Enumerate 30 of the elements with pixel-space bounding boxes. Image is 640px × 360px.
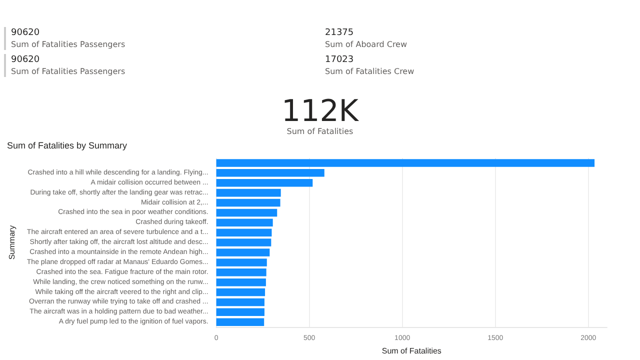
text: Sum of Fatalities Passengers bbox=[11, 39, 126, 50]
bar bbox=[216, 188, 281, 197]
bar bbox=[216, 159, 595, 167]
text: 90620 bbox=[11, 27, 41, 39]
bar bbox=[216, 278, 266, 286]
bar bbox=[216, 238, 272, 246]
bar bbox=[216, 228, 272, 236]
text: 112K bbox=[280, 94, 360, 129]
bar bbox=[216, 298, 264, 306]
bar bbox=[216, 178, 313, 187]
text: Sum of Fatalities by Summary bbox=[7, 140, 128, 150]
text: 17023 bbox=[325, 54, 355, 66]
x-axis-title: Sum of Fatalities bbox=[382, 346, 442, 356]
text: 21375 bbox=[325, 27, 355, 39]
bar bbox=[216, 198, 280, 207]
text: 90620 bbox=[11, 54, 41, 66]
bar bbox=[216, 318, 264, 326]
y-axis-title: Summary bbox=[8, 225, 16, 260]
bar bbox=[216, 258, 267, 266]
bar bbox=[216, 169, 324, 177]
bar bbox=[216, 218, 273, 227]
text: Sum of Fatalities Crew bbox=[325, 66, 414, 77]
bar bbox=[216, 268, 266, 276]
bar bbox=[216, 208, 278, 217]
bar bbox=[216, 248, 270, 256]
text: Sum of Fatalities Passengers bbox=[11, 66, 126, 77]
text: Sum of Fatalities bbox=[286, 127, 354, 136]
bar bbox=[216, 308, 264, 316]
text: Sum of Aboard Crew bbox=[325, 39, 408, 50]
bar bbox=[216, 288, 266, 296]
